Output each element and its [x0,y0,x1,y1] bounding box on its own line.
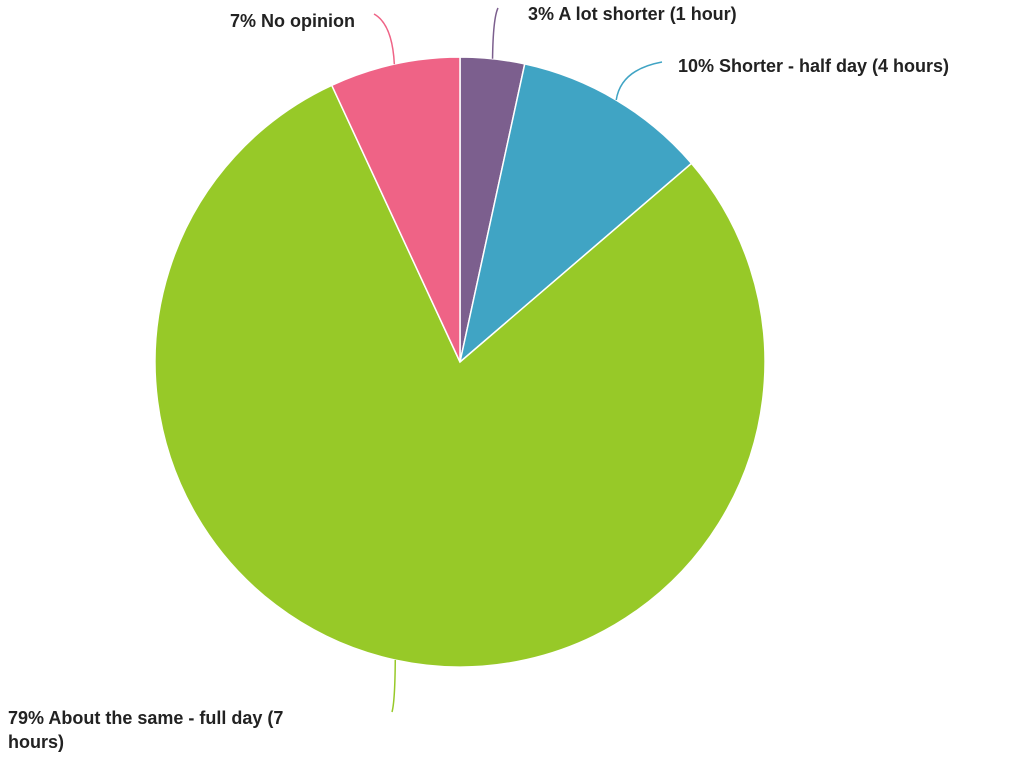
leader-line-0 [491,7,499,59]
slice-label-about-the-same: 79% About the same - full day (7 hours) [8,708,288,752]
pie-slice-3 [330,56,461,363]
pie-slices [154,56,766,668]
slice-label-a-lot-shorter: 3% A lot shorter (1 hour) [528,4,737,24]
slice-label-no-opinion: 7% No opinion [230,11,355,31]
leader-line-2 [391,660,397,713]
pie-slice-2 [154,84,766,668]
leader-line-3 [373,13,396,65]
leader-lines [373,7,663,713]
leader-line-1 [615,61,663,101]
slice-label-shorter-half-day: 10% Shorter - half day (4 hours) [678,56,949,76]
